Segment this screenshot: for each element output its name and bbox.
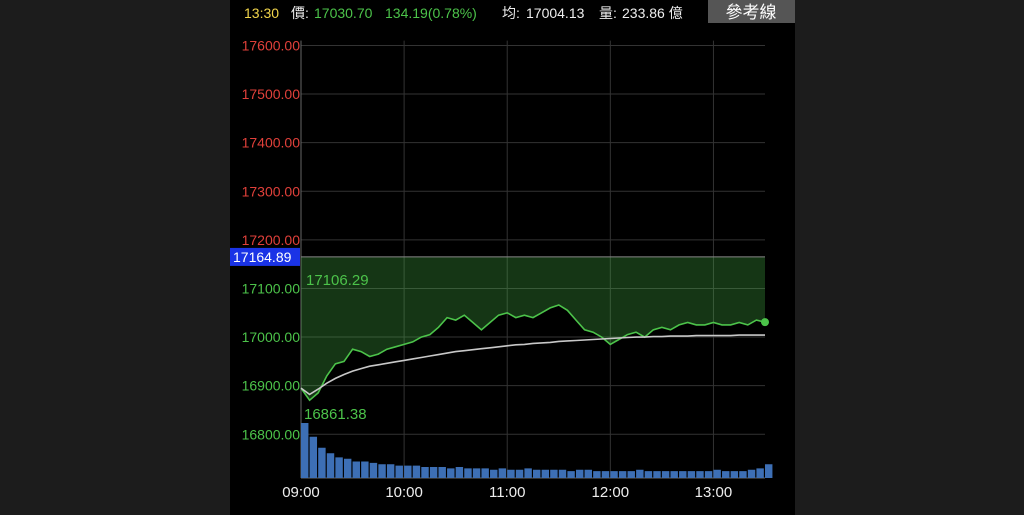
volume-bar [404,465,412,478]
y-tick-label: 17600.00 [242,37,301,53]
volume-bar [730,471,739,478]
volume-bar [584,469,592,478]
volume-bar [653,471,661,478]
y-tick-label: 17100.00 [242,280,301,296]
volume-bar [618,471,627,478]
volume-bar [601,471,610,478]
y-tick-label: 17000.00 [242,329,301,345]
volume-bar [541,469,550,478]
y-tick-label: 16800.00 [242,426,301,442]
volume-bar [747,469,756,478]
header-price-label: 價: [291,5,309,21]
volume-bar [575,469,584,478]
volume-bar [455,467,464,478]
header-change: 134.19(0.78%) [385,5,477,21]
x-tick-label: 13:00 [695,484,733,501]
volume-bar [343,458,352,478]
volume-bar [558,469,567,478]
volume-bar [567,471,575,478]
volume-bar [704,471,713,478]
price-line [300,334,765,396]
volume-bar [361,461,369,478]
chart-background [230,0,795,515]
reference-button[interactable]: 參考線 [708,0,795,23]
header-time: 13:30 [244,5,279,21]
volume-bar [429,467,438,478]
volume-bar [765,464,773,478]
volume-bar [464,468,472,478]
volume-bar [326,453,335,478]
button-label[interactable]: 參考線 [726,3,777,22]
volume-bar [687,471,696,478]
header-volume-label: 量: [599,5,617,21]
reference-label-bg [230,247,300,266]
volume-bar [318,447,326,478]
volume-bar [739,471,747,478]
volume-bar [378,464,386,478]
volume-bar [369,462,378,478]
volume-bar [636,469,644,478]
volume-bar [498,468,507,478]
volume-bar [507,469,515,478]
volume-bar [438,467,446,478]
x-tick-label: 11:00 [489,484,525,501]
volume-bar [696,471,704,478]
volume-bar [490,469,498,478]
volume-bar [412,465,421,478]
y-tick-label: 17500.00 [242,86,301,102]
volume-bar [481,468,489,478]
volume-bar [386,464,395,478]
volume-bar [524,468,532,478]
volume-bar [515,469,524,478]
volume-bar [533,469,541,478]
price-line [300,304,766,402]
volume-bar [472,468,481,478]
volume-bar [661,471,670,478]
reference-area [301,256,765,401]
header-avg: 17004.13 [526,5,585,21]
reference-label: 17164.89 [233,249,292,265]
y-tick-label: 17200.00 [242,232,301,248]
y-tick-label: 17400.00 [242,135,301,151]
volume-bar [610,471,618,478]
volume-bar [670,471,678,478]
header-price: 17030.70 [314,5,373,21]
y-tick-label: 16900.00 [242,378,301,394]
volume-bar [679,471,687,478]
high-annotation: 17106.29 [306,272,369,289]
volume-bar [395,465,403,478]
header-avg-label: 均: [502,5,520,21]
x-tick-label: 10:00 [385,484,423,501]
volume-bar [309,436,318,478]
header-volume: 233.86 億 [622,5,683,21]
x-tick-label: 12:00 [592,484,630,501]
volume-bar [644,471,653,478]
volume-bar [722,471,730,478]
volume-bar [550,469,558,478]
button-bg[interactable] [708,0,795,23]
volume-bar [421,467,429,478]
volume-bar [713,469,721,478]
low-annotation: 16861.38 [304,406,367,423]
volume-bar [301,423,309,478]
volume-bar [627,471,635,478]
volume-bar [352,461,360,478]
volume-bar [756,468,764,478]
volume-bar [593,471,601,478]
x-tick-label: 09:00 [282,484,320,501]
last-point [761,318,769,327]
y-tick-label: 17300.00 [242,183,301,199]
volume-bar [335,457,343,478]
volume-bar [447,468,455,478]
